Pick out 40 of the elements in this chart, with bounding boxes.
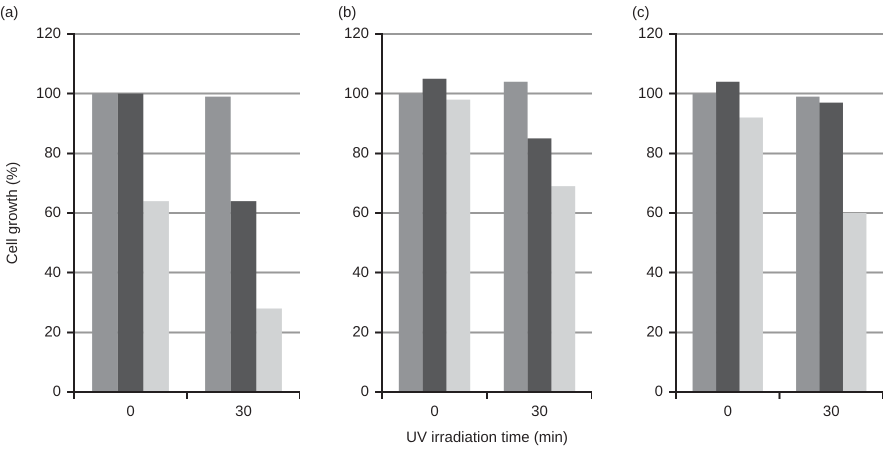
y-tick-label: 60: [646, 204, 664, 222]
y-tick-label: 20: [646, 323, 664, 340]
y-tick-label: 60: [352, 204, 370, 222]
chart-title: (b): [338, 4, 356, 22]
y-tick-label: 40: [44, 264, 62, 281]
bar: [551, 186, 576, 391]
y-tick-label: 20: [44, 323, 62, 340]
x-tick-label: 0: [126, 403, 135, 420]
bar: [422, 78, 446, 391]
chart-title: (a): [0, 4, 18, 22]
bar: [256, 308, 282, 391]
y-tick-label: 120: [36, 25, 62, 42]
y-tick-label: 20: [352, 323, 370, 340]
y-tick-label: 80: [44, 144, 62, 162]
y-tick-label: 40: [646, 264, 664, 281]
y-axis-title: Cell growth (%): [4, 162, 22, 264]
x-tick-label: 0: [430, 403, 439, 420]
y-tick-label: 60: [44, 204, 62, 222]
y-tick-label: 100: [344, 84, 370, 102]
bar: [143, 201, 169, 391]
x-tick-label: 30: [235, 403, 252, 420]
y-tick-label: 80: [646, 144, 664, 162]
bar: [446, 100, 470, 391]
y-tick-label: 80: [352, 144, 370, 162]
y-tick-label: 0: [654, 383, 664, 400]
x-tick-label: 30: [531, 403, 548, 420]
x-tick-label: 0: [724, 403, 732, 420]
x-tick-label: 30: [822, 403, 840, 420]
bar: [230, 201, 256, 391]
y-tick-label: 0: [52, 383, 62, 400]
chart-title: (c): [632, 4, 650, 22]
bar: [118, 94, 144, 391]
y-tick-label: 100: [36, 84, 62, 102]
y-tick-label: 40: [352, 264, 370, 281]
y-tick-label: 120: [638, 25, 664, 42]
x-axis-title: UV irradiation time (min): [406, 429, 568, 446]
y-tick-label: 120: [344, 25, 370, 42]
bar: [528, 138, 552, 391]
y-tick-label: 0: [360, 383, 370, 400]
y-tick-label: 100: [638, 84, 664, 102]
